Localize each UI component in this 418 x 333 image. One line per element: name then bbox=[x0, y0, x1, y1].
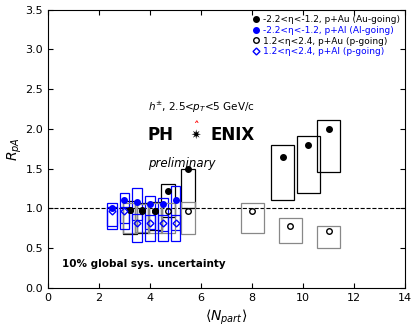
Bar bbox=[107, 203, 117, 226]
Bar bbox=[122, 201, 137, 234]
Bar bbox=[158, 198, 168, 231]
Bar bbox=[317, 226, 340, 248]
Bar bbox=[297, 136, 320, 193]
Y-axis label: $R_{pA}$: $R_{pA}$ bbox=[5, 137, 24, 161]
Text: 10% global sys. uncertainty: 10% global sys. uncertainty bbox=[62, 259, 226, 269]
Bar bbox=[145, 195, 155, 229]
Bar bbox=[181, 202, 195, 234]
Bar bbox=[181, 168, 195, 208]
Bar bbox=[161, 183, 175, 217]
Bar bbox=[241, 203, 264, 233]
Bar bbox=[120, 193, 129, 223]
Bar bbox=[133, 188, 142, 220]
Bar bbox=[317, 121, 340, 172]
Bar bbox=[148, 202, 162, 230]
Bar bbox=[271, 145, 294, 200]
Text: ✷: ✷ bbox=[191, 129, 201, 142]
X-axis label: $\langle N_{part}\rangle$: $\langle N_{part}\rangle$ bbox=[206, 308, 248, 327]
Bar bbox=[171, 186, 181, 230]
Bar bbox=[133, 214, 142, 242]
Text: ˄: ˄ bbox=[193, 121, 198, 131]
Text: $h^{\pm}$, 2.5<$p_T$<5 GeV/c: $h^{\pm}$, 2.5<$p_T$<5 GeV/c bbox=[148, 100, 255, 115]
Bar bbox=[279, 218, 302, 243]
Text: ENIX: ENIX bbox=[211, 127, 255, 145]
Bar bbox=[135, 203, 149, 233]
Bar bbox=[158, 215, 168, 241]
Bar bbox=[135, 204, 149, 232]
Bar bbox=[107, 207, 117, 229]
Bar bbox=[148, 203, 162, 233]
Text: preliminary: preliminary bbox=[148, 157, 215, 170]
Bar bbox=[161, 203, 175, 233]
Text: PH: PH bbox=[148, 127, 174, 145]
Bar bbox=[122, 203, 137, 233]
Bar bbox=[120, 207, 129, 229]
Bar bbox=[145, 215, 155, 241]
Bar bbox=[171, 215, 181, 241]
Legend: -2.2<η<-1.2, p+Au (Au-going), -2.2<η<-1.2, p+Al (Al-going), 1.2<η<2.4, p+Au (p-g: -2.2<η<-1.2, p+Au (Au-going), -2.2<η<-1.… bbox=[251, 14, 401, 57]
